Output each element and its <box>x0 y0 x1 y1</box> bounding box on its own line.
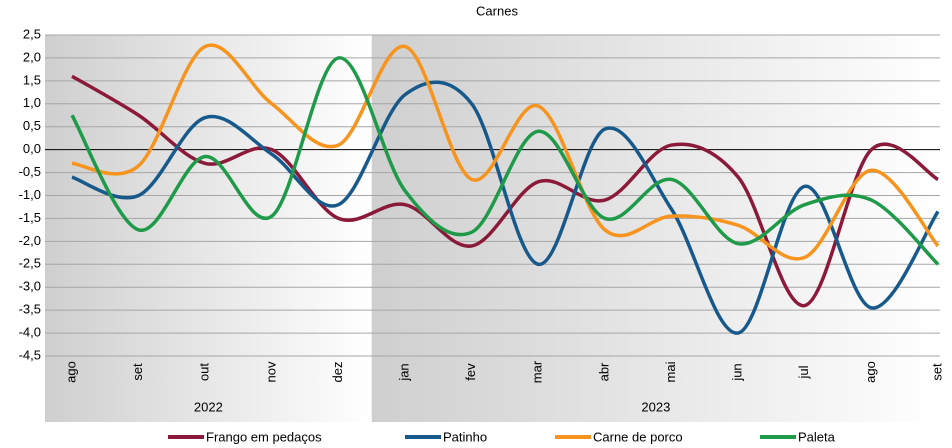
x-tick-label: mar <box>530 360 545 383</box>
y-tick-label: -3,5 <box>19 302 41 317</box>
legend-label: Paleta <box>798 429 836 444</box>
chart-title: Carnes <box>476 3 518 18</box>
x-tick-label: set <box>929 363 944 381</box>
x-tick-label: out <box>197 363 212 381</box>
x-tick-label: abr <box>596 362 611 381</box>
y-tick-label: 2,0 <box>23 49 41 64</box>
x-tick-label: fev <box>463 363 478 381</box>
year-label: 2022 <box>194 399 223 414</box>
x-tick-label: set <box>130 363 145 381</box>
x-tick-label: ago <box>63 361 78 383</box>
y-tick-label: 0,5 <box>23 118 41 133</box>
y-tick-label: -2,0 <box>19 233 41 248</box>
legend-label: Patinho <box>443 429 487 444</box>
series-line <box>71 74 939 308</box>
y-tick-label: 2,5 <box>23 26 41 41</box>
year-label: 2023 <box>641 399 670 414</box>
series-line <box>71 80 940 335</box>
y-tick-label: -0,5 <box>19 164 41 179</box>
series-line <box>70 56 940 266</box>
y-tick-label: -4,0 <box>19 325 41 340</box>
legend-label: Carne de porco <box>593 429 683 444</box>
y-tick-label: -3,0 <box>19 279 41 294</box>
x-tick-label: jan <box>397 363 412 381</box>
y-tick-label: -1,0 <box>19 187 41 202</box>
legend-label: Frango em pedaços <box>206 429 322 444</box>
x-tick-label: nov <box>263 361 278 382</box>
x-tick-label: jun <box>730 363 745 381</box>
series-line <box>71 43 940 261</box>
x-tick-label: jul <box>796 365 811 379</box>
x-tick-label: dez <box>330 362 345 383</box>
y-tick-label: 0,0 <box>23 141 41 156</box>
y-tick-label: -2,5 <box>19 256 41 271</box>
y-tick-label: -4,5 <box>19 347 41 362</box>
y-tick-label: -1,5 <box>19 210 41 225</box>
y-tick-label: 1,5 <box>23 72 41 87</box>
x-tick-label: mai <box>663 361 678 382</box>
y-tick-label: 1,0 <box>23 95 41 110</box>
x-tick-label: ago <box>863 361 878 383</box>
year-band <box>371 35 940 422</box>
